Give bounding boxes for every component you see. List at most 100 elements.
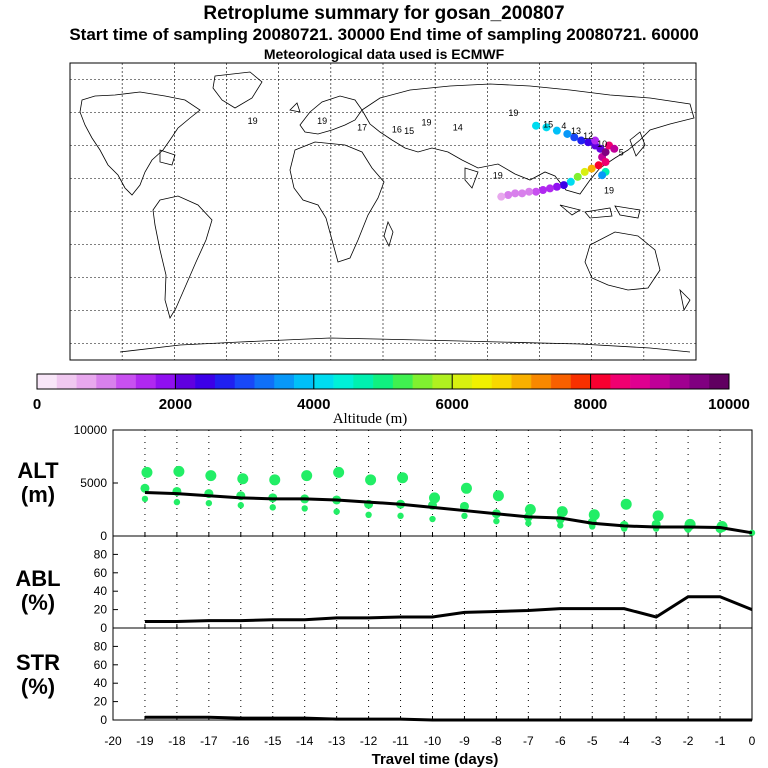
panel-y-tick-label: 60 bbox=[94, 658, 108, 672]
trajectory-label: 10 bbox=[597, 139, 607, 149]
colorbar-swatch bbox=[689, 374, 710, 389]
trajectory-point bbox=[601, 148, 610, 157]
colorbar-swatch bbox=[590, 374, 611, 389]
trajectory-label: 13 bbox=[571, 126, 581, 136]
colorbar-swatch bbox=[214, 374, 236, 389]
trajectory-point bbox=[601, 158, 610, 166]
alt-scatter-point bbox=[237, 502, 244, 509]
trajectory-point bbox=[552, 126, 561, 135]
colorbar-swatch bbox=[333, 374, 354, 389]
alt-scatter-point bbox=[557, 522, 564, 529]
x-tick-label: -14 bbox=[296, 734, 314, 748]
colorbar-swatch bbox=[195, 374, 216, 389]
alt-scatter-point bbox=[524, 504, 536, 515]
x-tick-label: -3 bbox=[651, 734, 662, 748]
trajectory-point bbox=[591, 136, 600, 145]
alt-scatter-point bbox=[525, 520, 532, 527]
colorbar-swatch bbox=[471, 374, 493, 389]
colorbar-swatch bbox=[254, 374, 275, 389]
trajectory-label: 19 bbox=[508, 108, 518, 118]
alt-scatter-point bbox=[205, 470, 217, 482]
trajectory-label: 15 bbox=[404, 126, 414, 136]
trajectory-point bbox=[538, 186, 547, 195]
alt-scatter-point bbox=[333, 508, 340, 515]
alt-scatter-point bbox=[429, 492, 440, 504]
x-tick-label: -4 bbox=[619, 734, 630, 748]
alt-scatter-point bbox=[269, 474, 281, 486]
trajectory-point bbox=[518, 189, 527, 198]
colorbar-swatch bbox=[116, 374, 137, 389]
colorbar-swatch bbox=[531, 374, 552, 389]
trajectory-point bbox=[559, 181, 568, 190]
panel-y-tick-label: 0 bbox=[100, 713, 107, 727]
alt-scatter-point bbox=[333, 466, 345, 478]
str-line bbox=[144, 715, 752, 722]
trajectory-point bbox=[584, 138, 593, 147]
alt-scatter-point bbox=[460, 482, 472, 494]
alt-scatter-point bbox=[140, 483, 150, 493]
x-tick-label: -11 bbox=[392, 734, 409, 748]
alt-scatter-point bbox=[556, 506, 568, 518]
trajectory-label: 19 bbox=[248, 116, 258, 126]
colorbar-tick-label: 4000 bbox=[297, 396, 330, 413]
colorbar-swatch bbox=[234, 374, 255, 389]
alt-mean-line bbox=[144, 491, 753, 535]
alt-scatter-point bbox=[588, 509, 600, 521]
colorbar-swatch bbox=[570, 374, 591, 389]
trajectory-point bbox=[577, 136, 586, 145]
alt-scatter-point bbox=[459, 501, 469, 511]
alt-ylabel-1: ALT bbox=[17, 458, 59, 483]
alt-scatter-point bbox=[141, 466, 153, 478]
colorbar-swatch bbox=[135, 374, 156, 389]
alt-scatter-point bbox=[652, 510, 664, 522]
colorbar-swatch bbox=[511, 374, 532, 389]
x-tick-label: 0 bbox=[749, 734, 756, 748]
colorbar-swatch bbox=[630, 374, 651, 389]
trajectory-point bbox=[566, 177, 575, 186]
x-tick-label: -8 bbox=[491, 734, 502, 748]
colorbar-swatch bbox=[373, 374, 394, 389]
trajectory-label: 19 bbox=[493, 171, 503, 181]
trajectory-point bbox=[587, 164, 596, 173]
trajectory-label: 14 bbox=[453, 123, 463, 133]
x-tick-label: -2 bbox=[683, 734, 694, 748]
str-panel: 80 60 40 20 0 bbox=[94, 627, 753, 727]
x-tick-label: -19 bbox=[136, 734, 154, 748]
met-data-label: Meteorological data used is ECMWF bbox=[263, 46, 505, 62]
str-ylabel-1: STR bbox=[16, 650, 60, 675]
colorbar-tick-label: 10000 bbox=[708, 396, 750, 413]
trajectory-point bbox=[511, 189, 520, 198]
x-tick-label: -12 bbox=[360, 734, 378, 748]
x-axis-label: Travel time (days) bbox=[372, 751, 499, 768]
alt-panel: 10000 5000 0 bbox=[74, 423, 756, 543]
alt-scatter-point bbox=[301, 505, 308, 512]
colorbar-swatch bbox=[649, 374, 670, 389]
retroplume-trajectory bbox=[497, 121, 619, 201]
alt-scatter-point bbox=[173, 465, 185, 477]
colorbar-tick-label: 0 bbox=[33, 396, 41, 413]
colorbar-swatch bbox=[452, 374, 473, 389]
abl-ylabel-2: (%) bbox=[21, 590, 55, 615]
trajectory-point bbox=[570, 133, 579, 142]
trajectory-point bbox=[532, 121, 541, 130]
trajectory-point bbox=[594, 161, 603, 170]
trajectory-point bbox=[545, 184, 554, 193]
alt-scatter-point bbox=[620, 498, 632, 510]
x-tick-label: -6 bbox=[555, 734, 566, 748]
alt-scatter-point bbox=[365, 511, 372, 518]
x-tick-label: -16 bbox=[232, 734, 250, 748]
colorbar-swatch bbox=[392, 374, 413, 389]
colorbar-swatch bbox=[353, 374, 374, 389]
alt-scatter-point bbox=[493, 517, 500, 525]
abl-line bbox=[144, 595, 753, 624]
x-tick-label: -20 bbox=[104, 734, 122, 748]
trajectory-label: 17 bbox=[357, 123, 367, 133]
panel-y-tick-label: 40 bbox=[94, 584, 108, 598]
alt-scatter-point bbox=[397, 512, 404, 520]
colorbar-swatch bbox=[313, 374, 334, 389]
trajectory-label: 5 bbox=[619, 147, 624, 157]
alt-scatter-point bbox=[461, 512, 468, 520]
